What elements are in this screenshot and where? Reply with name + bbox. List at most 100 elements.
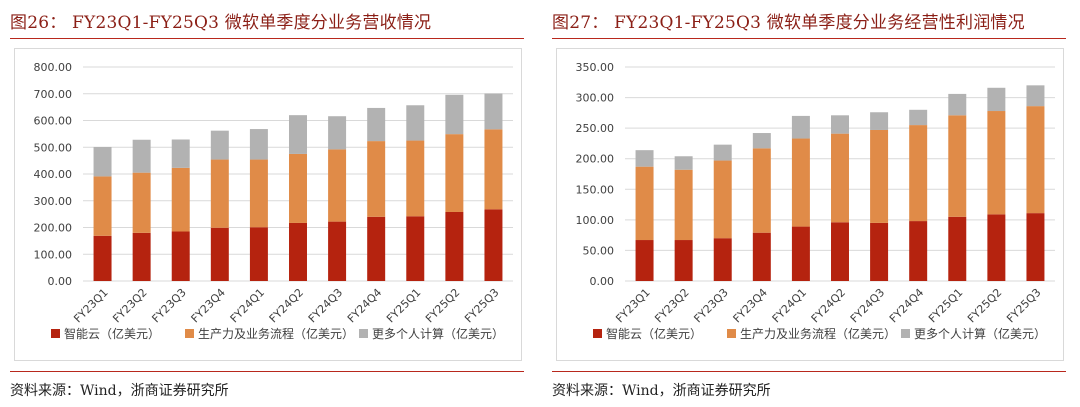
x-tick-label: FY25Q2 xyxy=(423,286,462,325)
x-tick-label: FY24Q3 xyxy=(848,286,887,325)
bar-segment xyxy=(831,133,849,223)
bar-segment xyxy=(249,129,268,160)
y-tick-label: 100.00 xyxy=(34,248,73,261)
bar-segment xyxy=(484,209,503,281)
y-tick-label: 350.00 xyxy=(576,61,615,74)
x-tick-label: FY24Q3 xyxy=(306,286,345,325)
bar-segment xyxy=(171,139,190,168)
y-tick-label: 100.00 xyxy=(576,214,615,227)
x-tick-label: FY23Q3 xyxy=(149,286,188,325)
bar-segment xyxy=(132,139,151,173)
y-tick-label: 250.00 xyxy=(576,122,615,135)
bar-segment xyxy=(93,176,112,236)
bar-segment xyxy=(831,222,849,281)
y-tick-label: 200.00 xyxy=(576,153,615,166)
revenue-panel: 图26： FY23Q1-FY25Q3 微软单季度分业务营收情况 0.00 100.… xyxy=(10,0,524,407)
x-tick-label: FY24Q1 xyxy=(228,286,267,325)
legend-swatch xyxy=(359,329,368,338)
bar-segment xyxy=(484,93,503,130)
bar-segment xyxy=(406,140,425,217)
bar-segment xyxy=(132,172,151,233)
bar-segment xyxy=(987,214,1006,281)
bar-segment xyxy=(752,133,771,149)
source-note: 资料来源：Wind，浙商证券研究所 xyxy=(552,383,771,399)
legend-swatch xyxy=(901,329,910,338)
bar-segment xyxy=(752,148,771,233)
legend-label: 更多个人计算（亿美元） xyxy=(372,326,504,341)
bar-segment xyxy=(445,94,464,135)
x-tick-label: FY24Q4 xyxy=(887,286,926,325)
bar-segment xyxy=(713,238,732,281)
bar-segment xyxy=(909,221,928,281)
bar-segment xyxy=(210,159,229,228)
legend-label: 更多个人计算（亿美元） xyxy=(914,326,1046,341)
bar-segment xyxy=(93,146,112,177)
y-tick-label: 800.00 xyxy=(34,61,73,74)
bar-segment xyxy=(635,240,654,281)
y-tick-label: 200.00 xyxy=(34,222,73,235)
profit-chart-svg: 0.00 50.00 100.00 150.00 200.00 250.00 300.00 3… xyxy=(576,61,1055,341)
bar-segment xyxy=(328,149,347,222)
bar-segment xyxy=(987,87,1006,112)
x-tick-label: FY24Q1 xyxy=(770,286,809,325)
bar-segment xyxy=(210,130,229,160)
legend-swatch xyxy=(727,329,736,338)
bar-segment xyxy=(674,240,693,281)
x-tick-label: FY23Q1 xyxy=(71,286,110,325)
x-tick-label: FY23Q2 xyxy=(110,286,149,325)
bar-segment xyxy=(713,144,732,161)
bar-segment xyxy=(289,153,307,223)
legend-swatch xyxy=(593,329,602,338)
bar-segment xyxy=(948,216,967,281)
y-tick-label: 400.00 xyxy=(34,168,73,181)
figure-title: 图26： FY23Q1-FY25Q3 微软单季度分业务营收情况 xyxy=(10,13,432,33)
figure-title: 图27： FY23Q1-FY25Q3 微软单季度分业务经营性利润情况 xyxy=(552,13,1025,33)
title-rule xyxy=(10,38,524,39)
x-tick-label: FY24Q2 xyxy=(809,286,848,325)
bar-segment xyxy=(249,227,268,281)
bar-segment xyxy=(289,222,307,281)
bar-segment xyxy=(406,105,425,141)
bar-segment xyxy=(674,169,693,241)
bar-segment xyxy=(406,216,425,281)
source-rule xyxy=(10,371,524,372)
bar-segment xyxy=(93,235,112,281)
bar-segment xyxy=(870,222,889,281)
bar-segment xyxy=(367,216,386,281)
legend-label: 生产力及业务流程（亿美元） xyxy=(198,326,354,341)
y-tick-label: 600.00 xyxy=(34,115,73,128)
bar-segment xyxy=(635,166,654,241)
bar-segment xyxy=(791,115,810,139)
legend-label: 智能云（亿美元） xyxy=(606,326,702,341)
legend-label: 生产力及业务流程（亿美元） xyxy=(740,326,896,341)
y-tick-label: 300.00 xyxy=(576,92,615,105)
y-tick-label: 50.00 xyxy=(583,244,615,257)
x-tick-label: FY25Q3 xyxy=(1004,286,1043,325)
revenue-chart-svg: 0.00 100.00 200.00 300.00 400.00 500.00 600.00… xyxy=(34,61,513,341)
bar-segment xyxy=(791,138,810,227)
bar-segment xyxy=(445,211,464,281)
bar-segment xyxy=(484,129,503,210)
bar-segment xyxy=(171,231,190,281)
bar-segment xyxy=(909,109,928,126)
revenue-chart: 0.00 100.00 200.00 300.00 400.00 500.00 600.00… xyxy=(14,48,522,361)
bar-segment xyxy=(249,159,268,228)
bar-segment xyxy=(870,112,889,130)
bar-segment xyxy=(1026,213,1045,281)
profit-panel: 图27： FY23Q1-FY25Q3 微软单季度分业务经营性利润情况 0.00 5… xyxy=(552,0,1066,407)
x-tick-label: FY24Q4 xyxy=(345,286,384,325)
x-tick-label: FY23Q2 xyxy=(652,286,691,325)
x-tick-label: FY25Q3 xyxy=(462,286,501,325)
title-rule xyxy=(552,38,1066,39)
source-rule xyxy=(552,371,1066,372)
y-tick-label: 500.00 xyxy=(34,141,73,154)
x-tick-label: FY25Q1 xyxy=(926,286,965,325)
y-tick-label: 0.00 xyxy=(590,275,615,288)
bar-segment xyxy=(674,156,693,170)
legend-label: 智能云（亿美元） xyxy=(64,326,160,341)
y-tick-label: 700.00 xyxy=(34,88,73,101)
bar-segment xyxy=(870,129,889,223)
bar-segment xyxy=(831,115,849,134)
bar-segment xyxy=(948,115,967,217)
x-tick-label: FY24Q2 xyxy=(267,286,306,325)
